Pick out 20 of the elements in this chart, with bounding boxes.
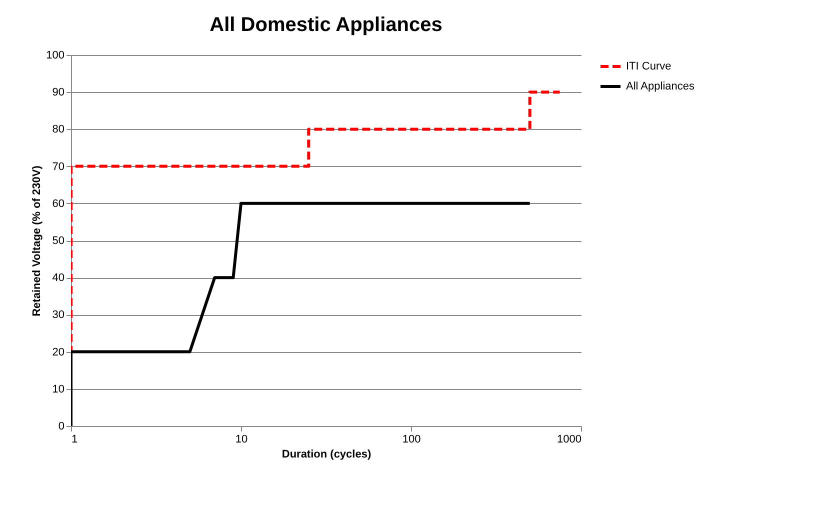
x-tick-label: 100	[402, 434, 421, 446]
y-tick-label: 90	[52, 86, 64, 99]
y-tick-label: 0	[58, 420, 64, 432]
legend-label: All Appliances	[626, 80, 695, 92]
y-tick-label: 60	[52, 198, 64, 210]
y-tick-label: 50	[52, 235, 64, 247]
y-tick-label: 30	[52, 309, 64, 322]
y-tick-label: 20	[52, 346, 64, 358]
legend-label: ITI Curve	[626, 60, 672, 72]
y-tick-label: 70	[52, 160, 64, 173]
x-axis-title: Duration (cycles)	[282, 448, 372, 460]
y-tick-label: 80	[52, 124, 64, 136]
y-tick-label: 100	[46, 50, 64, 62]
x-tick-label: 1000	[557, 434, 582, 446]
x-tick-label: 10	[235, 434, 248, 446]
x-tick-label: 1	[72, 434, 78, 446]
chart-title: All Domestic Appliances	[210, 14, 442, 36]
y-tick-label: 10	[52, 383, 64, 396]
y-tick-label: 40	[52, 272, 64, 284]
y-axis-title: Retained Voltage (% of 230V)	[31, 165, 44, 316]
